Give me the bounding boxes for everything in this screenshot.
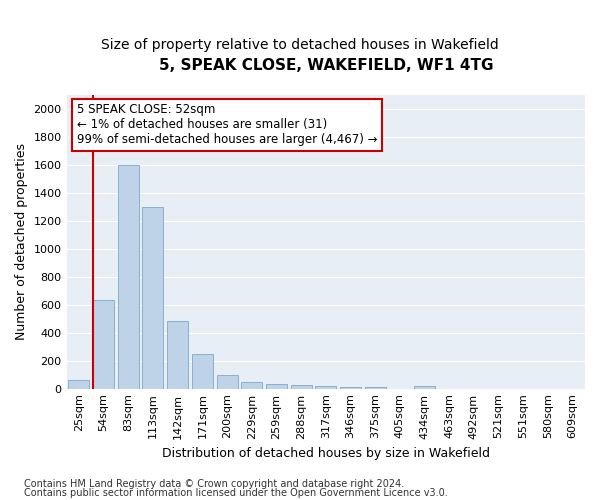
X-axis label: Distribution of detached houses by size in Wakefield: Distribution of detached houses by size …: [162, 447, 490, 460]
Text: Contains public sector information licensed under the Open Government Licence v3: Contains public sector information licen…: [24, 488, 448, 498]
Text: Size of property relative to detached houses in Wakefield: Size of property relative to detached ho…: [101, 38, 499, 52]
Bar: [266, 384, 287, 388]
Bar: [167, 322, 188, 388]
Bar: [315, 386, 336, 388]
Text: Contains HM Land Registry data © Crown copyright and database right 2024.: Contains HM Land Registry data © Crown c…: [24, 479, 404, 489]
Bar: [414, 386, 435, 388]
Text: 5 SPEAK CLOSE: 52sqm
← 1% of detached houses are smaller (31)
99% of semi-detach: 5 SPEAK CLOSE: 52sqm ← 1% of detached ho…: [77, 104, 377, 146]
Bar: [340, 386, 361, 388]
Bar: [192, 354, 213, 388]
Title: 5, SPEAK CLOSE, WAKEFIELD, WF1 4TG: 5, SPEAK CLOSE, WAKEFIELD, WF1 4TG: [158, 58, 493, 72]
Bar: [217, 374, 238, 388]
Bar: [118, 164, 139, 388]
Bar: [93, 300, 114, 388]
Bar: [241, 382, 262, 388]
Bar: [290, 385, 311, 388]
Y-axis label: Number of detached properties: Number of detached properties: [15, 143, 28, 340]
Bar: [68, 380, 89, 388]
Bar: [142, 206, 163, 388]
